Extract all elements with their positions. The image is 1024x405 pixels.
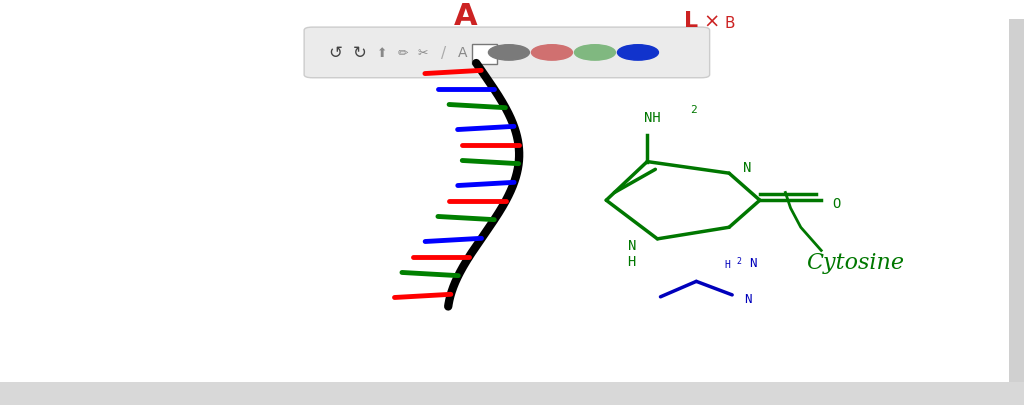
Circle shape: [488, 46, 529, 61]
Text: ✏: ✏: [397, 47, 408, 60]
Circle shape: [574, 46, 615, 61]
Text: B: B: [725, 16, 735, 31]
Text: ✂: ✂: [418, 47, 428, 60]
Text: /: /: [440, 46, 446, 61]
Text: N: N: [743, 292, 752, 305]
Text: Cytosine: Cytosine: [806, 252, 904, 273]
Text: O: O: [833, 197, 841, 211]
FancyBboxPatch shape: [304, 28, 710, 79]
Text: ×: ×: [703, 12, 720, 31]
Text: H: H: [724, 259, 730, 269]
Text: 2: 2: [737, 256, 741, 265]
Circle shape: [617, 46, 658, 61]
Text: NH: NH: [644, 111, 660, 125]
FancyBboxPatch shape: [0, 382, 1024, 405]
Circle shape: [531, 46, 572, 61]
Text: N: N: [628, 238, 636, 252]
Text: ↻: ↻: [352, 44, 367, 62]
FancyBboxPatch shape: [472, 45, 497, 64]
Text: ⬆: ⬆: [377, 47, 387, 60]
Text: H: H: [628, 255, 636, 269]
Text: N: N: [743, 161, 752, 175]
Text: A: A: [454, 2, 478, 31]
Text: L: L: [684, 11, 698, 31]
Text: A: A: [458, 46, 468, 60]
FancyBboxPatch shape: [1009, 19, 1024, 405]
Text: 2: 2: [690, 105, 696, 115]
Text: N: N: [749, 257, 757, 270]
Text: ↺: ↺: [328, 44, 342, 62]
